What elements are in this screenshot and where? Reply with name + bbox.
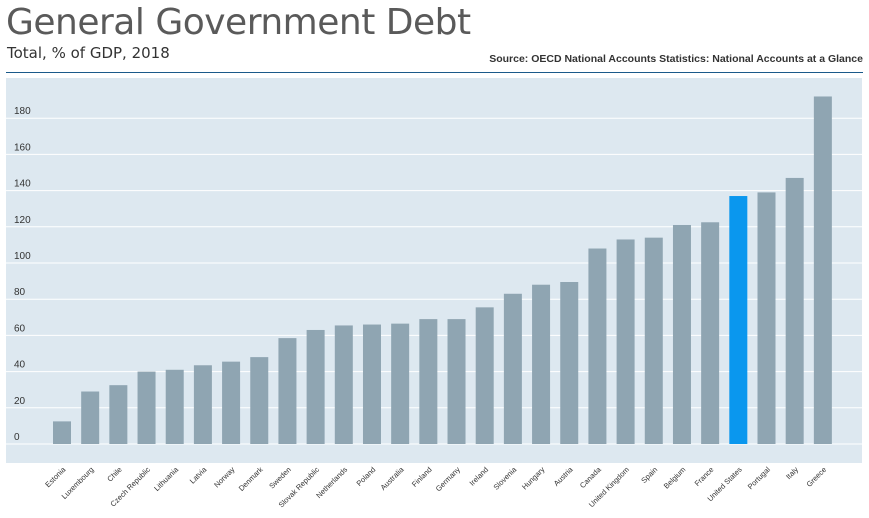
y-tick-label: 100 [14,251,31,262]
y-tick-label: 20 [14,396,26,407]
x-category-label: Finland [410,465,434,489]
y-tick-label: 120 [14,215,31,226]
bar [588,248,607,444]
y-tick-label: 140 [14,179,31,190]
y-tick-label: 0 [14,432,20,443]
x-category-label: Chile [105,465,123,483]
x-category-label: Austria [552,464,575,487]
chart-subtitle: Total, % of GDP, 2018 [7,44,170,62]
x-category-label: Norway [212,465,237,490]
y-axis-tick-labels: 0 20 40 60 80 100 120 140 160 180 [14,106,31,443]
bar [475,307,494,444]
bar [109,385,128,444]
bar [334,325,353,444]
x-category-label: Greece [805,465,829,489]
bar [672,224,691,444]
bar [391,323,410,444]
bar [701,222,720,444]
x-category-label: Slovenia [492,464,519,491]
y-tick-label: 180 [14,106,31,117]
bar [137,371,156,444]
bar [165,369,184,444]
y-tick-label: 60 [14,323,26,334]
bar [306,329,325,444]
bar [560,282,579,444]
x-category-label: Spain [639,465,659,485]
bar [222,361,241,444]
bar [644,237,663,444]
bar [81,391,100,444]
bar [278,338,297,444]
bar [757,192,776,444]
x-category-label: Italy [784,465,800,481]
header-rule [6,72,863,73]
bar [53,421,71,444]
y-tick-label: 40 [14,360,26,371]
x-category-label: Estonia [43,464,68,489]
x-category-label: Latvia [188,464,209,485]
bar [362,324,381,444]
x-category-label: Denmark [237,465,265,493]
bar [729,196,748,444]
bar [616,239,635,444]
bar [503,293,522,444]
x-category-label: Australia [379,464,407,492]
y-tick-label: 80 [14,287,26,298]
x-category-label: Poland [355,465,378,488]
source-note: Source: OECD National Accounts Statistic… [489,53,863,65]
bar [193,365,212,444]
x-category-label: Belgium [662,465,688,491]
x-category-label: Canada [578,464,604,490]
bars [53,96,832,444]
y-tick-label: 160 [14,142,31,153]
bar [813,96,832,444]
bar [447,319,466,444]
bar [250,357,269,444]
bar [419,319,438,444]
x-category-label: Hungary [520,465,547,492]
bar [785,177,804,444]
x-category-label: France [693,465,716,488]
chart-title: General Government Debt [6,2,471,43]
x-category-label: Portugal [746,465,772,491]
x-category-label: Ireland [468,465,491,488]
x-category-label: Sweden [267,465,293,491]
x-category-label: Lithuania [152,464,180,492]
bar [532,284,551,444]
x-category-label: Germany [434,465,462,493]
